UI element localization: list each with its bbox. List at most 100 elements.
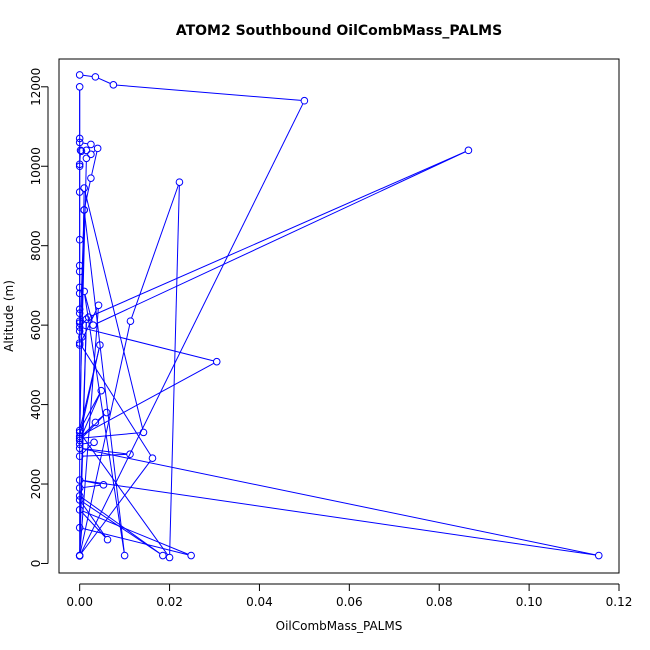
data-point <box>75 83 84 91</box>
data-point <box>75 162 84 171</box>
data-point <box>75 309 84 318</box>
data-point <box>75 305 84 314</box>
data-point <box>76 146 85 155</box>
series-segment <box>80 103 304 554</box>
data-point <box>75 434 84 443</box>
data-point <box>148 454 157 463</box>
series-segment <box>79 324 131 553</box>
series-segment <box>91 151 98 176</box>
series-segment <box>82 327 214 362</box>
data-point <box>175 178 184 186</box>
data-point <box>75 432 84 441</box>
series-segment <box>84 181 91 207</box>
data-point <box>75 71 84 79</box>
series-segment <box>82 528 189 556</box>
data-point <box>75 134 84 143</box>
series-segment <box>84 191 144 430</box>
data-point <box>97 386 106 395</box>
data-point <box>165 553 174 562</box>
data-point <box>75 551 84 560</box>
data-point <box>87 150 95 159</box>
data-point <box>87 140 95 149</box>
data-point <box>103 535 112 544</box>
y-tick-label: 12000 <box>29 68 43 106</box>
x-tick-label: 0.02 <box>156 595 183 609</box>
data-point <box>75 138 84 147</box>
data-point <box>75 339 84 347</box>
x-tick-label: 0.12 <box>606 595 633 609</box>
series-segment <box>82 448 127 455</box>
data-point <box>75 492 84 500</box>
data-point <box>90 438 98 447</box>
series-segment <box>81 460 151 554</box>
series-segment <box>84 294 93 323</box>
data-point <box>75 440 84 449</box>
data-point <box>89 321 97 329</box>
series-segment <box>81 345 152 456</box>
data-point <box>75 523 84 532</box>
series-segment <box>80 393 101 438</box>
data-point <box>75 428 84 437</box>
series-segment <box>91 151 466 317</box>
data-point <box>187 551 195 560</box>
data-point <box>75 341 84 349</box>
plot-frame <box>58 58 620 574</box>
data-point <box>75 452 84 461</box>
series-segment <box>82 480 596 556</box>
y-axis: 0 2000 4000 6000 8000 10000 12000 <box>29 68 49 568</box>
data-point <box>75 444 84 453</box>
series-segment <box>82 480 101 485</box>
y-tick-label: 8000 <box>29 230 43 261</box>
series-segment <box>82 442 91 445</box>
y-tick-label: 10000 <box>29 147 43 185</box>
series-segment <box>81 502 107 538</box>
data-point <box>87 174 95 182</box>
data-point <box>75 267 84 276</box>
data-point <box>75 436 84 445</box>
series-segment <box>116 84 302 101</box>
data-point <box>75 289 84 298</box>
data-point <box>94 301 103 310</box>
data-point <box>75 484 84 492</box>
data-point <box>120 551 129 560</box>
y-tick-label: 0 <box>29 560 43 568</box>
series-segment <box>82 142 88 145</box>
x-axis: 0.00 0.02 0.04 0.06 0.08 0.10 0.12 <box>66 583 633 609</box>
data-point <box>82 154 91 163</box>
data-point <box>300 96 309 105</box>
data-point <box>109 81 118 89</box>
data-point <box>75 319 84 327</box>
data-point <box>82 146 91 155</box>
data-point <box>84 313 93 321</box>
data-point <box>91 73 100 81</box>
data-point <box>139 428 148 437</box>
data-point <box>80 184 88 192</box>
data-point <box>102 408 111 417</box>
y-tick-label: 2000 <box>29 469 43 500</box>
x-tick-label: 0.00 <box>66 595 93 609</box>
y-axis-label: Altitude (m) <box>2 280 16 352</box>
data-point <box>99 481 108 489</box>
series-segment <box>82 74 93 77</box>
data-point <box>75 160 84 169</box>
data-point <box>80 287 88 296</box>
data-point <box>126 317 135 325</box>
data-point <box>80 206 88 214</box>
series-segment <box>82 432 141 439</box>
data-point <box>93 144 102 153</box>
series-segment <box>82 453 127 457</box>
data-point <box>75 317 84 325</box>
x-axis-label: OilCombMass_PALMS <box>276 619 403 633</box>
data-point <box>96 341 104 349</box>
series-segment <box>81 424 94 437</box>
series-segment <box>95 151 466 325</box>
series-segment <box>98 77 111 84</box>
series-segment <box>82 448 596 556</box>
series-segment <box>82 510 189 555</box>
data-point <box>91 418 100 427</box>
x-tick-label: 0.04 <box>246 595 273 609</box>
data-point <box>464 146 473 155</box>
data-point <box>212 357 221 366</box>
data-point <box>75 506 84 514</box>
